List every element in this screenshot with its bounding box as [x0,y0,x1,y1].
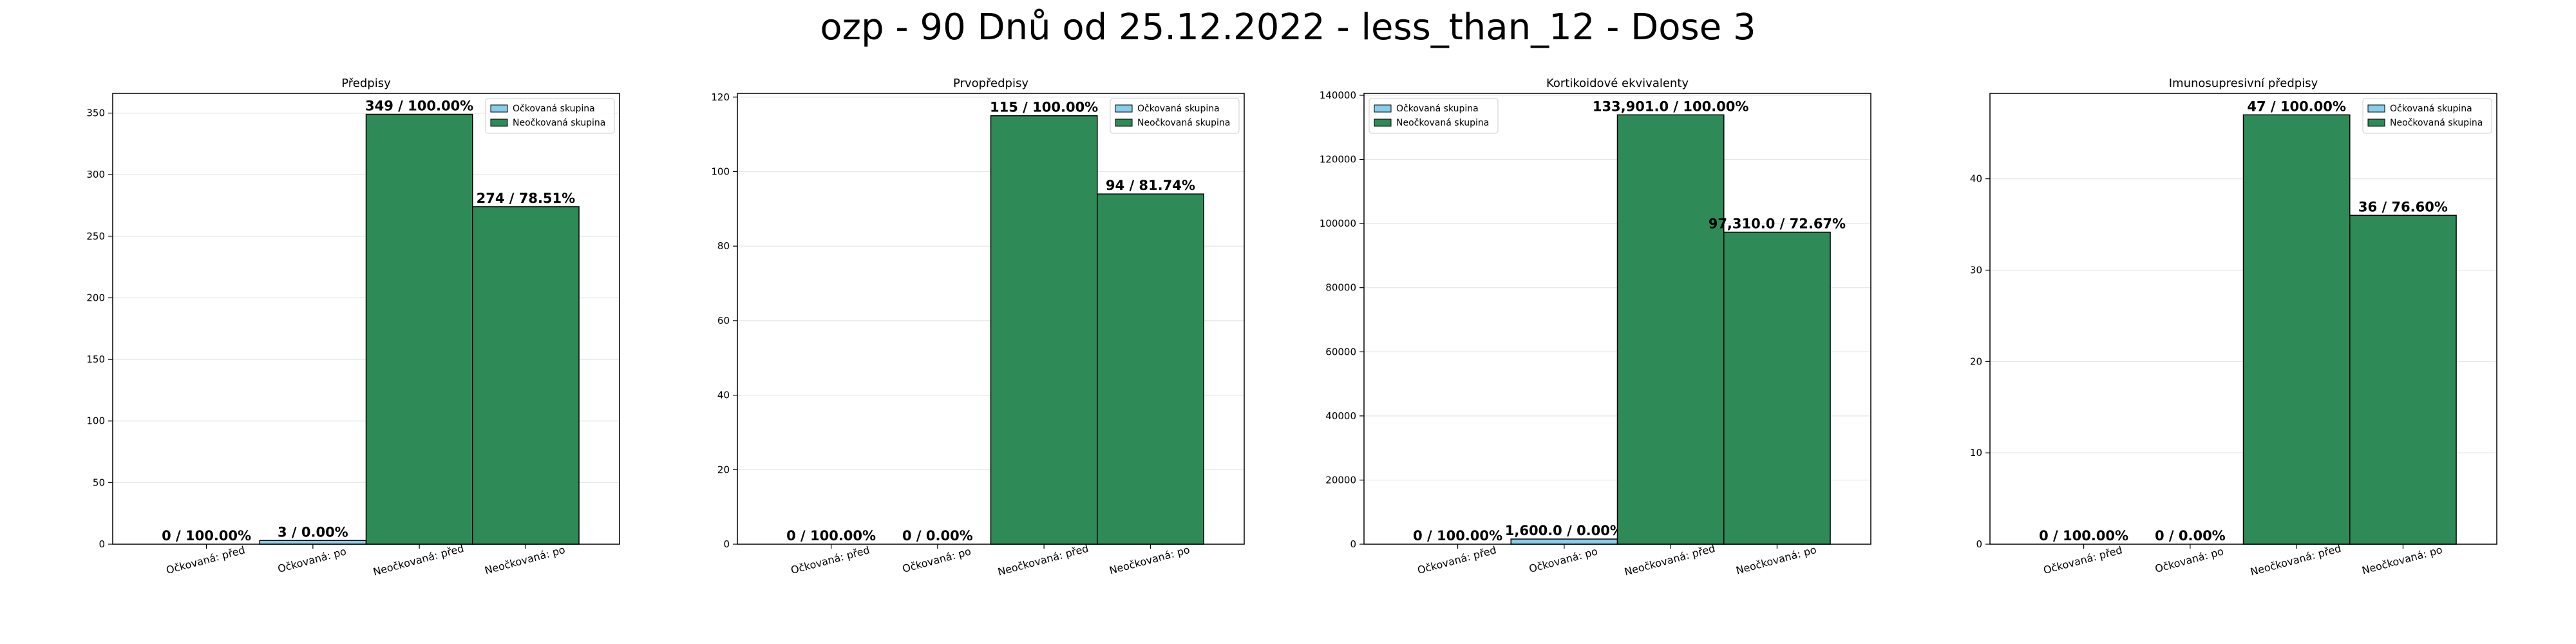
y-tick-label: 20000 [1325,474,1356,486]
bar-unvaccinated [2242,114,2351,545]
legend-label: Neočkovaná skupina [1396,118,1489,128]
figure-title: ozp - 90 Dnů od 25.12.2022 - less_than_1… [820,6,1756,48]
y-tick-label: 60 [717,315,730,327]
axes-frame [112,93,620,545]
x-tick-label: Neočkovaná: před [2249,542,2342,578]
subplot-title: Imunosupresivní předpisy [2169,77,2318,90]
bar-value-label: 274 / 78.51% [477,191,576,206]
bar-value-label: 349 / 100.00% [365,99,473,114]
bar-value-label: 94 / 81.74% [1106,178,1195,193]
bar-value-label: 3 / 0.00% [278,524,348,540]
y-tick-label: 0 [1976,538,1982,550]
bar-unvaccinated [1097,193,1204,545]
legend-swatch-vaccinated [1374,104,1392,113]
legend-swatch-unvaccinated [490,118,508,127]
y-tick-label: 30 [1970,264,1982,276]
y-tick-label: 80000 [1325,282,1356,294]
bar-value-label: 0 / 0.00% [902,528,973,544]
y-tick-label: 10 [1970,447,1982,459]
y-tick-label: 350 [86,108,105,119]
y-tick-label: 40000 [1325,410,1356,422]
bar-value-label: 47 / 100.00% [2247,99,2346,114]
bar-value-label: 0 / 100.00% [2039,528,2128,544]
bar-unvaccinated [472,206,580,545]
y-tick-label: 150 [86,354,105,365]
subplot-title: Prvopředpisy [953,77,1028,90]
legend-swatch-vaccinated [2367,104,2385,113]
bar-unvaccinated [1723,231,1831,545]
legend-box [485,98,615,134]
y-tick-label: 100000 [1320,218,1356,229]
legend-label: Očkovaná skupina [2390,104,2472,114]
legend-swatch-unvaccinated [2367,118,2385,127]
y-tick-label: 20 [717,464,730,475]
axes-frame [1363,93,1871,545]
legend-label: Očkovaná skupina [1396,104,1479,114]
y-tick-label: 120 [711,91,730,103]
y-tick-label: 300 [86,169,105,180]
y-tick-label: 0 [1350,538,1356,550]
x-tick-label: Očkovaná: po [2154,545,2225,575]
bar-value-label: 115 / 100.00% [990,100,1098,115]
axes-frame [737,93,1245,545]
legend-label: Neočkovaná skupina [1137,118,1230,128]
legend-box [2362,98,2492,134]
y-tick-label: 20 [1970,355,1982,367]
y-tick-label: 60000 [1325,346,1356,357]
x-tick-label: Očkovaná: před [2042,544,2124,576]
legend-swatch-unvaccinated [1115,118,1133,127]
y-tick-label: 140000 [1320,90,1356,101]
y-tick-label: 50 [93,477,105,488]
y-tick-label: 40 [1970,173,1982,185]
bar-unvaccinated [2349,214,2457,545]
bar-unvaccinated [365,113,473,545]
x-tick-label: Neočkovaná: po [2360,544,2443,577]
legend-box [1110,98,1240,134]
y-tick-label: 200 [86,292,105,303]
legend-label: Očkovaná skupina [513,104,595,114]
bar-value-label: 36 / 76.60% [2358,199,2448,214]
legend-label: Očkovaná skupina [1137,104,1220,114]
y-tick-label: 40 [717,390,730,401]
axes-frame [1989,93,2497,545]
bar-value-label: 0 / 100.00% [786,528,876,544]
legend-box [1368,98,1499,134]
bar-value-label: 1,600.0 / 0.00% [1505,523,1624,538]
y-tick-label: 100 [86,415,105,427]
y-tick-label: 100 [711,166,730,177]
subplot-title: Předpisy [341,77,391,90]
bar-value-label: 0 / 100.00% [162,528,251,544]
y-tick-label: 250 [86,231,105,242]
bar-unvaccinated [990,115,1098,545]
y-tick-label: 120000 [1320,154,1356,166]
y-tick-label: 80 [717,240,730,252]
subplot-title: Kortikoidové ekvivalenty [1546,77,1689,90]
y-tick-label: 0 [99,538,105,550]
y-tick-label: 0 [723,538,730,550]
bar-value-label: 0 / 0.00% [2155,528,2226,544]
bar-unvaccinated [1616,114,1725,545]
bar-value-label: 97,310.0 / 72.67% [1709,216,1846,232]
legend-swatch-vaccinated [490,104,508,113]
legend-swatch-vaccinated [1115,104,1133,113]
legend-swatch-unvaccinated [1374,118,1392,127]
legend-label: Neočkovaná skupina [2390,118,2483,128]
bar-value-label: 133,901.0 / 100.00% [1593,99,1749,114]
legend-label: Neočkovaná skupina [513,118,605,128]
bar-value-label: 0 / 100.00% [1413,528,1502,544]
